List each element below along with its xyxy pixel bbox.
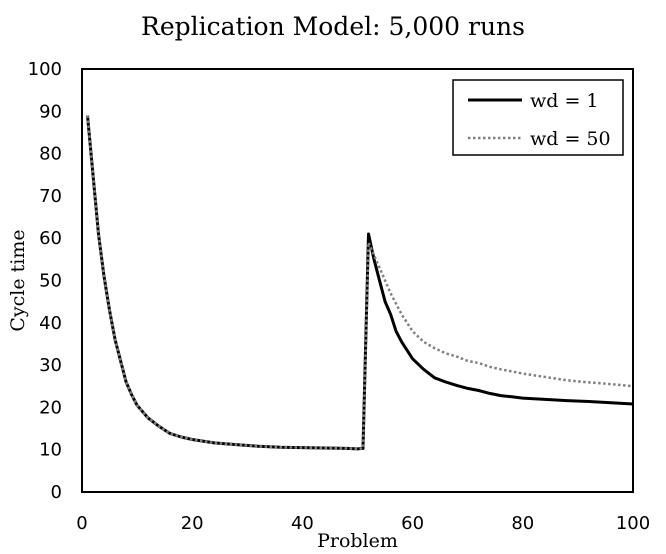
y-tick-label: 10 — [39, 440, 62, 461]
y-tick-label: 70 — [39, 186, 62, 207]
series-line-wd-1 — [86, 115, 634, 451]
x-tick-label: 80 — [511, 513, 534, 534]
x-tick-label: 20 — [181, 513, 204, 534]
y-tick-label: 50 — [39, 271, 62, 292]
y-tick-label: 30 — [39, 355, 62, 376]
x-tick-label: 60 — [401, 513, 424, 534]
legend-label-wd-1: wd = 1 — [530, 90, 599, 112]
chart-title: Replication Model: 5,000 runs — [141, 12, 525, 41]
y-tick-label: 90 — [39, 101, 62, 122]
x-tick-label: 40 — [291, 513, 314, 534]
y-tick-label: 0 — [51, 482, 62, 503]
x-tick-label: 100 — [616, 513, 650, 534]
legend-label-wd-50: wd = 50 — [530, 128, 611, 150]
legend: wd = 1 wd = 50 — [452, 79, 624, 156]
y-tick-label: 80 — [39, 144, 62, 165]
x-tick-label: 0 — [76, 513, 87, 534]
legend-box — [452, 79, 624, 156]
y-tick-label: 40 — [39, 313, 62, 334]
plot-frame — [81, 68, 634, 493]
y-tick-label: 100 — [28, 59, 62, 80]
x-axis-ticks: 0 20 40 60 80 100 — [76, 513, 650, 534]
x-axis-label: Problem — [317, 530, 398, 552]
series-layer — [86, 115, 634, 451]
y-axis-label: Cycle time — [7, 229, 29, 331]
y-tick-label: 20 — [39, 397, 62, 418]
y-axis-ticks: 0 10 20 30 40 50 60 70 80 90 100 — [28, 59, 62, 503]
y-tick-label: 60 — [39, 228, 62, 249]
